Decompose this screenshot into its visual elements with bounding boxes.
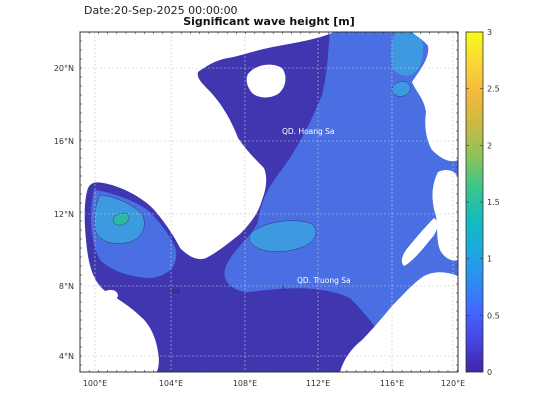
lon-tick-label: 100°E [83,379,107,388]
label-truong-sa: QD. Truong Sa [297,276,351,285]
colorbar: 3 2.5 2 1.5 1 0.5 0 [465,28,500,377]
colorbar-tick-label: 1.5 [487,198,500,207]
colorbar-tick-label: 1 [487,255,492,264]
colorbar-tick-label: 0.5 [487,311,500,320]
colorbar-tick-label: 2.5 [487,85,500,94]
sea-high-center [249,220,316,252]
lat-tick-label: 12°N [54,210,74,219]
lat-tick-label: 8°N [59,282,74,291]
land-luzon [412,32,458,162]
land-borneo [340,272,458,372]
land-philippines [432,170,458,261]
map-frame [79,31,459,373]
land-palawan [401,218,438,266]
lon-tick-label: 116°E [380,379,404,388]
date-label: Date:20-Sep-2025 00:00:00 [84,4,238,17]
chart-title: Significant wave height [m] [183,15,355,28]
lon-tick-label: 120°E [441,379,465,388]
contour-label: 0.5 [172,289,180,295]
land-mainland [80,32,334,372]
land-small-island [104,289,118,301]
lon-tick-label: 112°E [306,379,330,388]
label-hoang-sa: QD. Hoang Sa [282,127,335,136]
colorbar-tick-label: 0 [487,368,492,377]
sea-peak-gulf [113,213,130,226]
lon-tick-label: 108°E [233,379,257,388]
lat-tick-label: 20°N [54,64,74,73]
lon-tick-label: 104°E [159,379,183,388]
lat-tick-label: 4°N [59,352,74,361]
colorbar-tick-label: 3 [487,28,492,37]
colorbar-tick-label: 2 [487,141,492,150]
sea-high-ne-small [392,81,411,97]
lat-tick-label: 16°N [54,137,74,146]
sea-high-ne [391,32,423,76]
land-hainan [246,64,286,98]
contour-label: 1 [282,286,285,292]
sea-mid-main [224,32,458,372]
